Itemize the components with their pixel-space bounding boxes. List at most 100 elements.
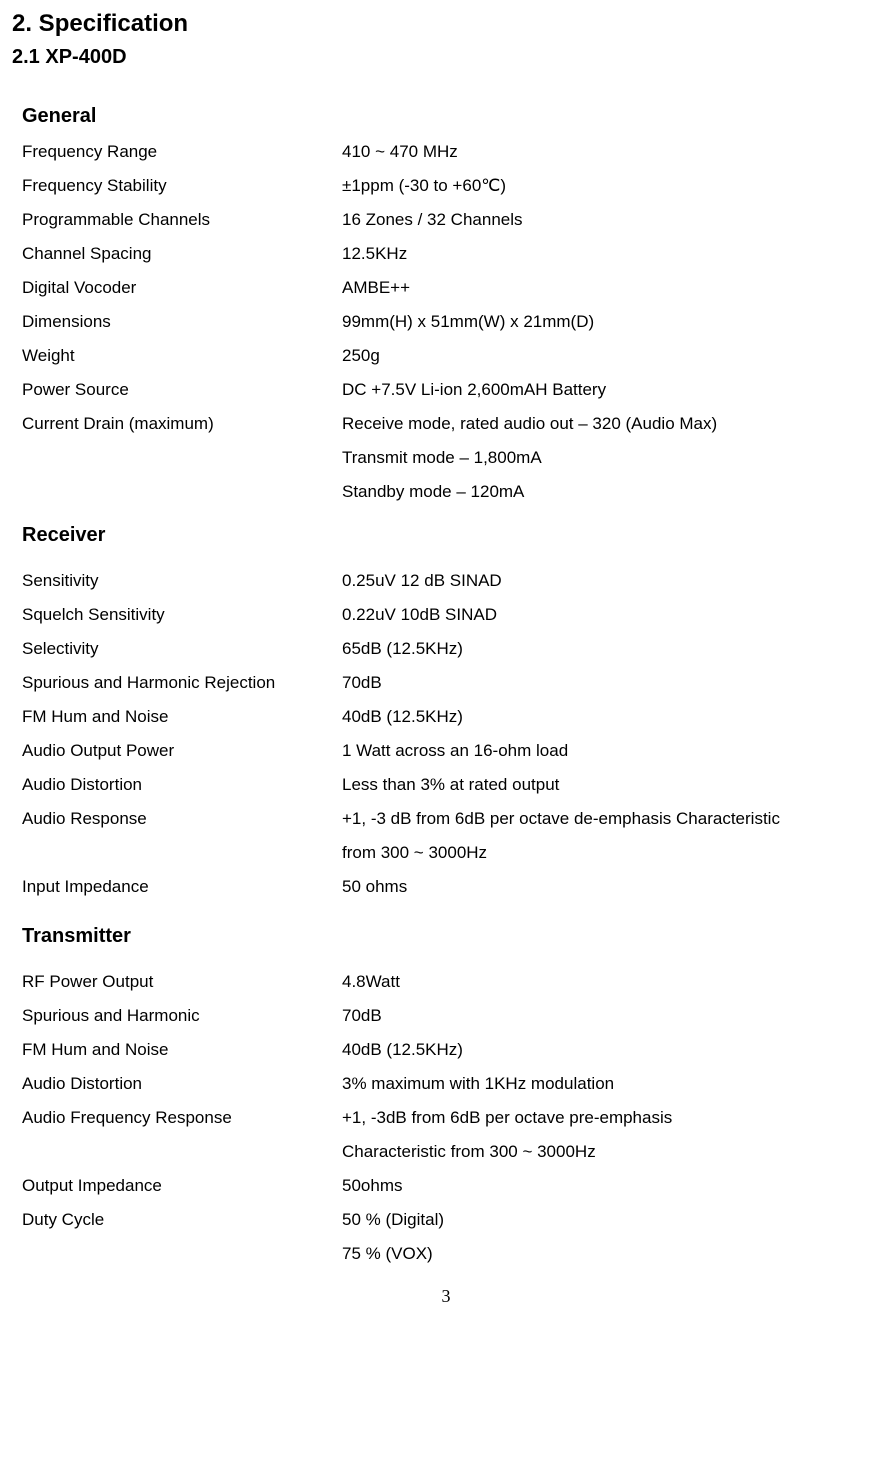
main-heading: 2. Specification: [12, 10, 880, 38]
spec-value: 40dB (12.5KHz): [342, 1040, 880, 1060]
spec-value-line: Standby mode – 120mA: [342, 482, 880, 502]
spec-value-line: from 300 ~ 3000Hz: [342, 843, 880, 863]
spec-row: FM Hum and Noise40dB (12.5KHz): [22, 707, 880, 727]
spec-value-line: +1, -3 dB from 6dB per octave de-emphasi…: [342, 809, 880, 829]
spec-value: AMBE++: [342, 278, 880, 298]
spec-value-line: 4.8Watt: [342, 972, 880, 992]
spec-label: Spurious and Harmonic Rejection: [22, 673, 342, 693]
spec-value-line: 65dB (12.5KHz): [342, 639, 880, 659]
spec-value-line: 0.22uV 10dB SINAD: [342, 605, 880, 625]
page-number: 3: [12, 1286, 880, 1307]
spec-row: Duty Cycle50 % (Digital) 75 % (VOX): [22, 1210, 880, 1264]
spec-value-line: 70dB: [342, 1006, 880, 1026]
spec-value: 1 Watt across an 16-ohm load: [342, 741, 880, 761]
spec-value-line: ±1ppm (-30 to +60℃): [342, 176, 880, 196]
spec-value: 70dB: [342, 1006, 880, 1026]
spec-label: Audio Response: [22, 809, 342, 863]
spec-label: Spurious and Harmonic: [22, 1006, 342, 1026]
spec-row: Audio DistortionLess than 3% at rated ou…: [22, 775, 880, 795]
spec-value: +1, -3 dB from 6dB per octave de-emphasi…: [342, 809, 880, 863]
spec-row: Selectivity65dB (12.5KHz): [22, 639, 880, 659]
spec-label: FM Hum and Noise: [22, 1040, 342, 1060]
spec-value: Less than 3% at rated output: [342, 775, 880, 795]
spec-value: 16 Zones / 32 Channels: [342, 210, 880, 230]
spec-row: Programmable Channels16 Zones / 32 Chann…: [22, 210, 880, 230]
spec-label: Audio Distortion: [22, 1074, 342, 1094]
spec-label: Programmable Channels: [22, 210, 342, 230]
spec-value-line: 250g: [342, 346, 880, 366]
spec-row: Audio Output Power1 Watt across an 16-oh…: [22, 741, 880, 761]
transmitter-spec-table: RF Power Output4.8WattSpurious and Harmo…: [22, 972, 880, 1264]
spec-row: Spurious and Harmonic70dB: [22, 1006, 880, 1026]
spec-value-line: 12.5KHz: [342, 244, 880, 264]
spec-row: FM Hum and Noise40dB (12.5KHz): [22, 1040, 880, 1060]
spec-row: Audio Frequency Response+1, -3dB from 6d…: [22, 1108, 880, 1162]
section-title-general: General: [22, 105, 880, 128]
spec-label: Digital Vocoder: [22, 278, 342, 298]
spec-value: Receive mode, rated audio out – 320 (Aud…: [342, 414, 880, 502]
receiver-spec-table: Sensitivity0.25uV 12 dB SINADSquelch Sen…: [22, 571, 880, 897]
spec-row: RF Power Output4.8Watt: [22, 972, 880, 992]
spec-value: 0.25uV 12 dB SINAD: [342, 571, 880, 591]
spec-value: 12.5KHz: [342, 244, 880, 264]
spec-value-line: Less than 3% at rated output: [342, 775, 880, 795]
spec-value-line: +1, -3dB from 6dB per octave pre-emphasi…: [342, 1108, 880, 1128]
spec-row: Audio Distortion3% maximum with 1KHz mod…: [22, 1074, 880, 1094]
spec-row: Spurious and Harmonic Rejection70dB: [22, 673, 880, 693]
spec-label: Audio Frequency Response: [22, 1108, 342, 1162]
spec-value-line: DC +7.5V Li-ion 2,600mAH Battery: [342, 380, 880, 400]
spec-label: Squelch Sensitivity: [22, 605, 342, 625]
spec-value-line: 410 ~ 470 MHz: [342, 142, 880, 162]
spec-row: Frequency Range410 ~ 470 MHz: [22, 142, 880, 162]
spec-label: RF Power Output: [22, 972, 342, 992]
spec-value-line: Transmit mode – 1,800mA: [342, 448, 880, 468]
spec-row: Squelch Sensitivity0.22uV 10dB SINAD: [22, 605, 880, 625]
section-title-receiver: Receiver: [22, 524, 880, 547]
spec-value: +1, -3dB from 6dB per octave pre-emphasi…: [342, 1108, 880, 1162]
spec-value-line: 75 % (VOX): [342, 1244, 880, 1264]
spec-value: 99mm(H) x 51mm(W) x 21mm(D): [342, 312, 880, 332]
sub-heading: 2.1 XP-400D: [12, 46, 880, 69]
spec-value: 3% maximum with 1KHz modulation: [342, 1074, 880, 1094]
spec-label: Selectivity: [22, 639, 342, 659]
spec-row: Output Impedance50ohms: [22, 1176, 880, 1196]
spec-value: ±1ppm (-30 to +60℃): [342, 176, 880, 196]
spec-value-line: 0.25uV 12 dB SINAD: [342, 571, 880, 591]
spec-label: Input Impedance: [22, 877, 342, 897]
spec-row: Dimensions99mm(H) x 51mm(W) x 21mm(D): [22, 312, 880, 332]
spec-label: FM Hum and Noise: [22, 707, 342, 727]
spec-value: 40dB (12.5KHz): [342, 707, 880, 727]
spec-value-line: 50 ohms: [342, 877, 880, 897]
spec-label: Current Drain (maximum): [22, 414, 342, 502]
spec-value: 65dB (12.5KHz): [342, 639, 880, 659]
spec-row: Power SourceDC +7.5V Li-ion 2,600mAH Bat…: [22, 380, 880, 400]
general-spec-table: Frequency Range410 ~ 470 MHzFrequency St…: [22, 142, 880, 502]
spec-value: 70dB: [342, 673, 880, 693]
spec-value-line: 70dB: [342, 673, 880, 693]
spec-value: 50 ohms: [342, 877, 880, 897]
spec-value: 0.22uV 10dB SINAD: [342, 605, 880, 625]
spec-value-line: 40dB (12.5KHz): [342, 707, 880, 727]
spec-row: Digital VocoderAMBE++: [22, 278, 880, 298]
spec-value-line: 3% maximum with 1KHz modulation: [342, 1074, 880, 1094]
spec-value-line: 50 % (Digital): [342, 1210, 880, 1230]
spec-row: Current Drain (maximum)Receive mode, rat…: [22, 414, 880, 502]
spec-label: Frequency Range: [22, 142, 342, 162]
spec-value-line: Receive mode, rated audio out – 320 (Aud…: [342, 414, 880, 434]
spec-value: 410 ~ 470 MHz: [342, 142, 880, 162]
spec-row: Input Impedance50 ohms: [22, 877, 880, 897]
spec-label: Sensitivity: [22, 571, 342, 591]
spec-label: Duty Cycle: [22, 1210, 342, 1264]
spec-label: Dimensions: [22, 312, 342, 332]
spec-value-line: 1 Watt across an 16-ohm load: [342, 741, 880, 761]
spec-label: Power Source: [22, 380, 342, 400]
spec-value-line: Characteristic from 300 ~ 3000Hz: [342, 1142, 880, 1162]
spec-row: Sensitivity0.25uV 12 dB SINAD: [22, 571, 880, 591]
spec-row: Audio Response+1, -3 dB from 6dB per oct…: [22, 809, 880, 863]
spec-row: Frequency Stability±1ppm (-30 to +60℃): [22, 176, 880, 196]
spec-value: 4.8Watt: [342, 972, 880, 992]
spec-row: Weight250g: [22, 346, 880, 366]
spec-value-line: 50ohms: [342, 1176, 880, 1196]
spec-label: Frequency Stability: [22, 176, 342, 196]
spec-value-line: 16 Zones / 32 Channels: [342, 210, 880, 230]
